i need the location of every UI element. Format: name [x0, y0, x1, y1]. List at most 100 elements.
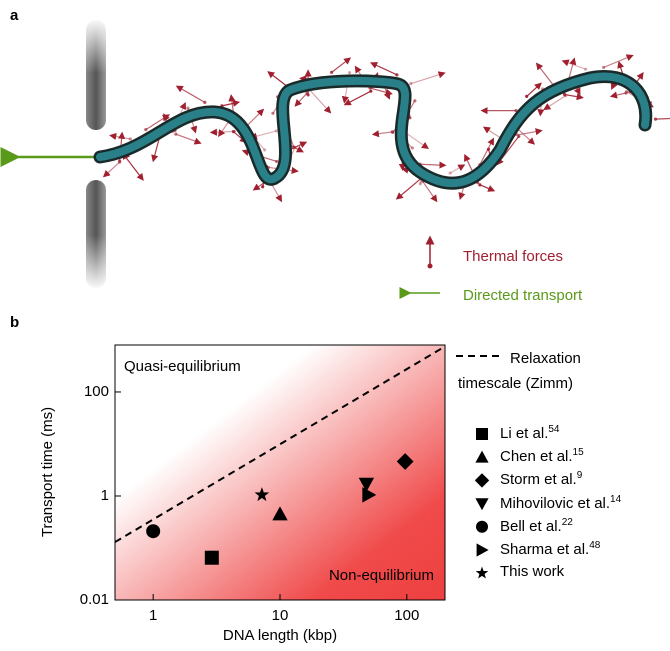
thermal-dot [653, 117, 658, 121]
dna-strand [96, 72, 650, 188]
pore-fade [84, 18, 108, 73]
thermal-arrow [609, 91, 627, 99]
legend-text: Relaxation timescale (Zimm) [458, 350, 581, 392]
thermal-arrow [422, 180, 438, 203]
thermal-dot [128, 137, 132, 141]
legend-entry: Chen et al.15 [500, 447, 584, 465]
thermal-dot [525, 94, 529, 98]
thermal-dot [395, 73, 399, 77]
plot-background [115, 345, 445, 600]
thermal-arrow [308, 89, 332, 114]
thermal-dot [391, 130, 395, 134]
panel-label: b [10, 314, 19, 331]
marker [396, 453, 414, 470]
thermal-dot [418, 182, 422, 186]
thermal-dot [232, 129, 236, 134]
thermal-arrow [331, 57, 352, 73]
annotation: Quasi-equilibrium [124, 358, 241, 375]
legend-text: This work [500, 563, 565, 581]
thermal-arrow [294, 92, 308, 107]
thermal-dot [329, 70, 334, 74]
thermal-dot [413, 99, 417, 103]
legend-text: Bell et al. [500, 517, 562, 535]
y-tick-label: 100 [84, 383, 109, 400]
thermal-dot [306, 93, 310, 97]
marker [362, 487, 377, 503]
legend-ref: 15 [572, 447, 584, 459]
marker [272, 506, 288, 521]
thermal-arrow [482, 126, 503, 140]
thermal-dot [517, 134, 521, 139]
marker [474, 473, 490, 488]
thermal-dot [564, 94, 568, 98]
thermal-dot [275, 159, 279, 164]
thermal-dot [263, 148, 267, 152]
x-tick-label: 10 [272, 607, 289, 624]
legend-dot [427, 263, 433, 269]
legend-entry: Bell et al.22 [500, 517, 573, 535]
thermal-arrow [343, 90, 372, 106]
thermal-dot [410, 146, 414, 150]
legend-text: Sharma et al. [500, 541, 590, 558]
thermal-dot [271, 111, 275, 115]
legend-entry: Sharma et al.48 [500, 540, 600, 558]
legend-text: Thermal forces [463, 248, 563, 265]
thermal-dot [231, 130, 236, 134]
thermal-dot [348, 70, 352, 75]
marker [476, 428, 488, 440]
thermal-arrow [603, 54, 634, 68]
thermal-arrow [513, 128, 543, 137]
thermal-dot [624, 91, 628, 95]
marker [204, 550, 219, 565]
thermal-arrow [370, 62, 398, 76]
thermal-arrow [221, 99, 241, 107]
thermal-dot [144, 128, 148, 132]
thermal-arrow [543, 95, 566, 111]
thermal-arrow [267, 71, 289, 88]
marker [475, 498, 489, 511]
panel-label: a [10, 7, 19, 24]
legend-entry: Storm et al.9 [500, 470, 582, 488]
y-tick-label: 0.01 [80, 591, 109, 608]
thermal-dot [584, 67, 588, 71]
marker [476, 543, 489, 557]
legend-ref: 22 [561, 516, 573, 528]
thermal-dot [186, 106, 190, 110]
pore-fade [84, 235, 108, 290]
dna-outline [93, 70, 653, 190]
legend-ref: 14 [610, 493, 622, 505]
thermal-arrow [479, 137, 494, 166]
relaxation-line [114, 345, 446, 543]
marker [146, 524, 161, 539]
thermal-dot [602, 65, 606, 70]
thermal-arrow [449, 164, 466, 174]
legend-entry: Mihovilovic et al.14 [500, 494, 621, 512]
legend-text: Chen et al. [500, 448, 573, 466]
thermal-arrow [655, 117, 670, 120]
legend-entry: Li et al.54 [500, 424, 560, 442]
thermal-dot [448, 171, 452, 175]
legend-text: Mihovilovic et al. [500, 494, 611, 512]
y-tick-label: 1 [101, 487, 109, 504]
thermal-arrow [175, 85, 206, 103]
thermal-arrow [526, 82, 542, 97]
legend-ref: 54 [548, 424, 560, 435]
legend-entry: This work [500, 563, 564, 580]
thermal-arrow [564, 93, 584, 101]
thermal-dot [562, 92, 567, 97]
x-axis-label: DNA length (kbp) [223, 627, 337, 644]
thermal-dot [118, 159, 122, 163]
thermal-arrow [109, 132, 131, 141]
marker [254, 487, 270, 502]
thermal-arrow [410, 71, 446, 85]
thermal-arrow [561, 59, 586, 70]
thermal-dot [486, 147, 491, 151]
thermal-arrow [419, 161, 447, 169]
marker [358, 477, 375, 492]
x-tick-label: 1 [149, 607, 157, 624]
marker [475, 450, 489, 463]
thermal-dot [478, 183, 482, 187]
thermal-dot [409, 82, 413, 86]
